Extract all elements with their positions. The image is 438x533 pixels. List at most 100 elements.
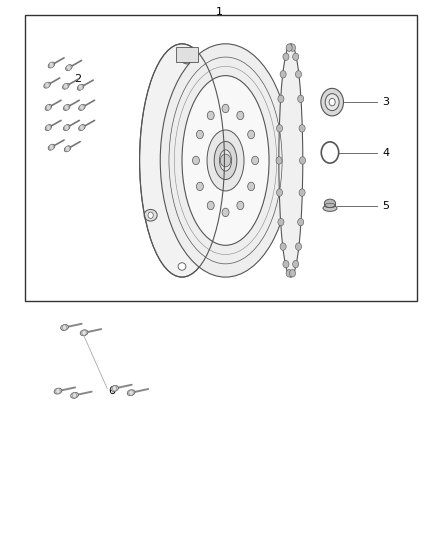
Circle shape bbox=[283, 261, 289, 268]
Ellipse shape bbox=[63, 83, 69, 89]
Ellipse shape bbox=[178, 263, 186, 270]
Text: 1: 1 bbox=[215, 7, 223, 17]
Circle shape bbox=[299, 125, 305, 132]
Circle shape bbox=[211, 212, 216, 219]
Circle shape bbox=[49, 144, 53, 150]
Circle shape bbox=[207, 201, 214, 209]
Circle shape bbox=[113, 386, 117, 391]
Ellipse shape bbox=[140, 44, 224, 277]
Text: 6: 6 bbox=[108, 386, 115, 396]
Circle shape bbox=[321, 88, 343, 116]
Circle shape bbox=[207, 111, 214, 120]
Circle shape bbox=[148, 212, 153, 219]
Circle shape bbox=[300, 157, 306, 164]
Circle shape bbox=[237, 111, 244, 120]
Circle shape bbox=[80, 105, 84, 110]
Ellipse shape bbox=[127, 390, 135, 395]
Ellipse shape bbox=[64, 146, 71, 152]
Circle shape bbox=[65, 146, 70, 151]
Ellipse shape bbox=[64, 125, 70, 131]
Circle shape bbox=[296, 243, 301, 251]
Circle shape bbox=[280, 243, 286, 251]
Circle shape bbox=[64, 105, 69, 110]
Circle shape bbox=[276, 157, 282, 164]
Ellipse shape bbox=[214, 141, 237, 180]
Ellipse shape bbox=[78, 104, 85, 110]
Circle shape bbox=[276, 189, 283, 196]
Text: 2: 2 bbox=[74, 74, 81, 84]
Ellipse shape bbox=[144, 209, 157, 221]
Circle shape bbox=[46, 105, 50, 110]
Ellipse shape bbox=[219, 150, 232, 171]
Circle shape bbox=[78, 85, 83, 90]
Circle shape bbox=[64, 125, 69, 130]
Circle shape bbox=[56, 389, 60, 394]
Circle shape bbox=[278, 95, 284, 102]
Ellipse shape bbox=[78, 125, 85, 131]
Circle shape bbox=[280, 70, 286, 78]
Ellipse shape bbox=[111, 385, 118, 391]
Circle shape bbox=[299, 189, 305, 196]
Circle shape bbox=[82, 330, 86, 335]
Circle shape bbox=[67, 65, 71, 70]
Circle shape bbox=[46, 125, 50, 130]
Bar bbox=[25, 14, 417, 301]
Bar bbox=[176, 47, 198, 62]
Circle shape bbox=[129, 390, 133, 395]
Circle shape bbox=[286, 270, 292, 277]
Circle shape bbox=[222, 104, 229, 113]
Circle shape bbox=[252, 156, 258, 165]
Circle shape bbox=[329, 99, 335, 106]
Circle shape bbox=[290, 44, 296, 51]
Circle shape bbox=[184, 55, 190, 61]
Circle shape bbox=[64, 84, 68, 89]
Ellipse shape bbox=[71, 392, 78, 398]
Circle shape bbox=[276, 125, 283, 132]
Circle shape bbox=[222, 208, 229, 216]
Ellipse shape bbox=[44, 82, 50, 88]
Ellipse shape bbox=[45, 104, 52, 110]
Circle shape bbox=[293, 53, 299, 60]
Text: 5: 5 bbox=[382, 200, 389, 211]
Circle shape bbox=[237, 201, 244, 209]
Ellipse shape bbox=[279, 44, 303, 277]
Ellipse shape bbox=[66, 64, 72, 71]
Circle shape bbox=[45, 83, 49, 88]
Text: 3: 3 bbox=[382, 97, 389, 107]
Circle shape bbox=[325, 94, 339, 111]
Circle shape bbox=[290, 270, 296, 277]
Ellipse shape bbox=[54, 388, 62, 394]
Ellipse shape bbox=[182, 76, 269, 245]
Ellipse shape bbox=[48, 62, 55, 68]
Ellipse shape bbox=[160, 44, 291, 277]
Ellipse shape bbox=[78, 84, 84, 90]
Circle shape bbox=[278, 219, 284, 226]
Circle shape bbox=[247, 182, 254, 191]
Circle shape bbox=[247, 130, 254, 139]
Circle shape bbox=[192, 156, 199, 165]
Circle shape bbox=[72, 393, 77, 398]
Circle shape bbox=[220, 154, 231, 167]
Ellipse shape bbox=[207, 209, 220, 221]
Circle shape bbox=[298, 219, 304, 226]
Circle shape bbox=[286, 44, 292, 51]
Text: 4: 4 bbox=[382, 148, 389, 158]
Circle shape bbox=[298, 95, 304, 102]
Circle shape bbox=[293, 261, 299, 268]
Ellipse shape bbox=[48, 144, 55, 150]
Ellipse shape bbox=[64, 104, 70, 110]
Ellipse shape bbox=[80, 330, 88, 336]
Circle shape bbox=[196, 182, 203, 191]
Circle shape bbox=[283, 53, 289, 60]
Circle shape bbox=[296, 70, 301, 78]
Ellipse shape bbox=[180, 52, 194, 64]
Ellipse shape bbox=[45, 125, 52, 131]
Ellipse shape bbox=[60, 325, 68, 330]
Ellipse shape bbox=[324, 199, 336, 208]
Circle shape bbox=[62, 325, 67, 330]
Ellipse shape bbox=[323, 205, 337, 212]
Circle shape bbox=[196, 130, 203, 139]
Circle shape bbox=[49, 62, 53, 68]
Ellipse shape bbox=[207, 130, 244, 191]
Circle shape bbox=[80, 125, 84, 130]
